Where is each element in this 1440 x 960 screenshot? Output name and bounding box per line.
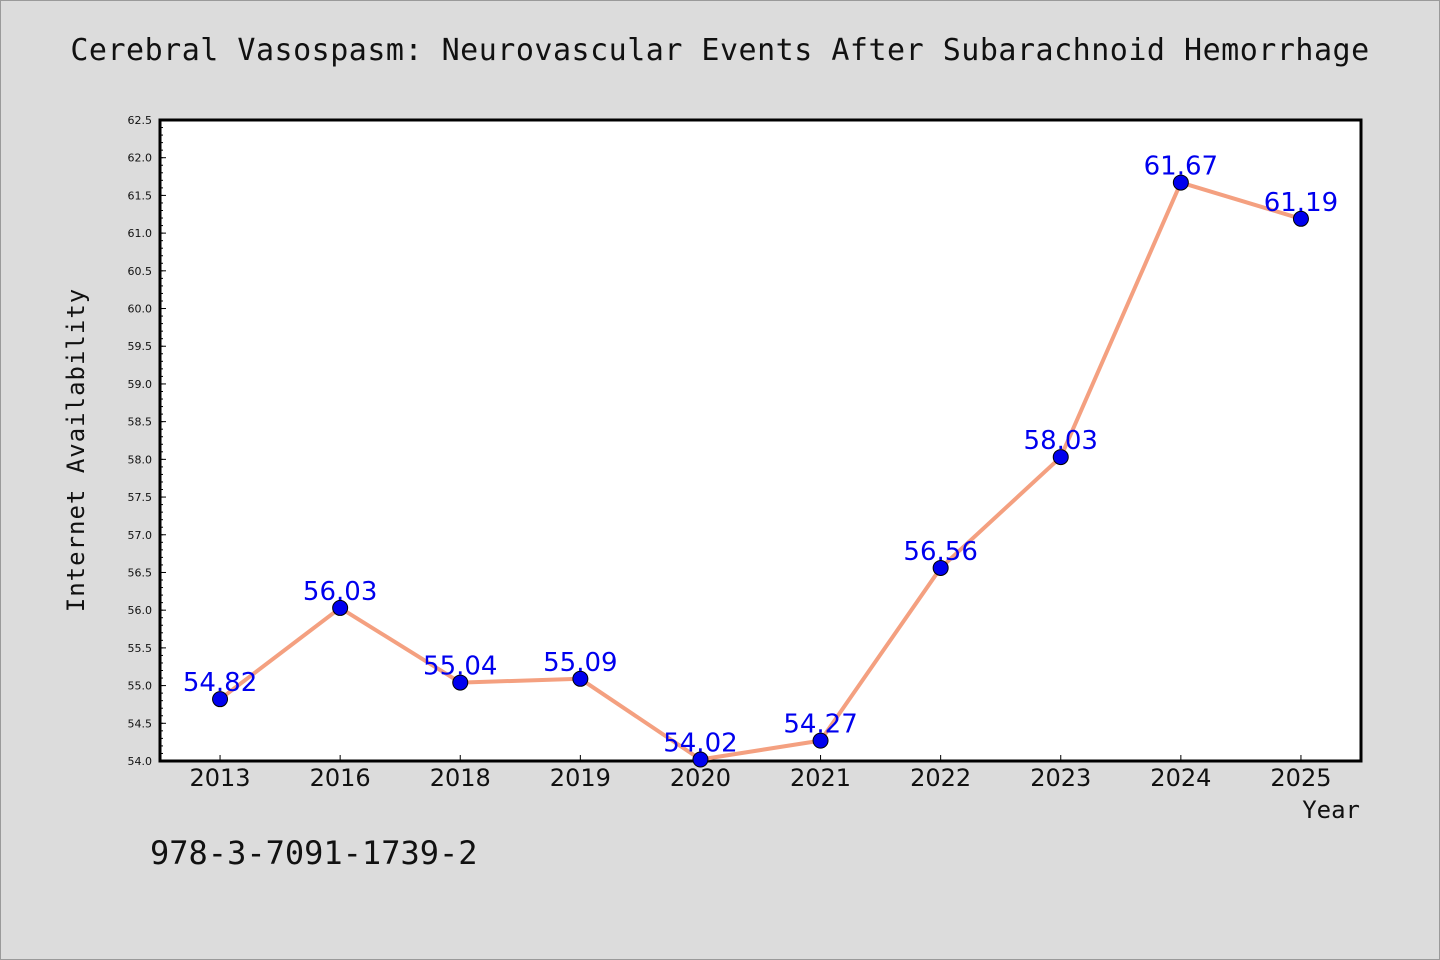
data-markers [212,174,1309,768]
data-label: 54.82 [183,668,257,698]
data-labels: 54.82 56.03 55.04 55.09 54.02 54.27 56.56 58.03… [183,152,1338,759]
x-tick-label: 2020 [670,764,731,792]
plot-area [158,118,1363,763]
data-point [1292,210,1309,227]
data-point [1052,449,1069,466]
y-tick-label: 56.0 [128,604,153,617]
x-tick-label: 2024 [1150,764,1211,792]
series-line [218,180,1302,762]
data-point [572,670,589,687]
data-point [932,559,949,576]
y-tick-label: 56.5 [128,566,153,579]
y-tick-label: 57.0 [128,529,153,542]
data-point [332,599,349,616]
x-tick-label: 2013 [190,764,251,792]
y-tick-label: 62.5 [128,114,153,127]
y-tick-label: 57.5 [128,491,153,504]
data-label: 61.19 [1264,188,1338,218]
x-tick-label: 2023 [1030,764,1091,792]
y-tick-label: 55.5 [128,642,153,655]
data-point [212,691,229,708]
y-axis-ticks: 54.0 54.5 55.0 55.5 56.0 56.5 57.0 57.5 58.0 58.5… [128,114,166,768]
chart-title: Cerebral Vasospasm: Neurovascular Events… [70,33,1370,68]
data-label: 56.56 [903,537,977,567]
data-point [1172,174,1189,191]
data-label: 58.03 [1024,426,1098,456]
x-axis-ticks: 2013 2016 2018 2019 2020 2021 2022 2023 2024 2025 [190,755,1331,792]
data-point [692,751,709,768]
x-axis-label: Year [1302,796,1360,824]
x-tick-label: 2016 [310,764,371,792]
x-tick-label: 2018 [430,764,491,792]
x-tick-label: 2019 [550,764,611,792]
x-tick-label: 2022 [910,764,971,792]
y-tick-label: 61.5 [128,189,153,202]
y-tick-label: 61.0 [128,227,153,240]
data-label: 56.03 [303,577,377,607]
y-tick-label: 58.5 [128,416,153,429]
data-label: 61.67 [1144,152,1218,182]
x-tick-label: 2025 [1270,764,1331,792]
data-point [812,732,829,749]
y-tick-label: 54.0 [128,755,153,768]
data-label: 54.02 [663,728,737,758]
y-tick-label: 60.0 [128,303,153,316]
y-tick-label: 62.0 [128,152,153,165]
data-label: 55.09 [543,648,617,678]
y-tick-label: 55.0 [128,680,153,693]
data-point [452,674,469,691]
y-tick-label: 59.0 [128,378,153,391]
y-tick-label: 59.5 [128,340,153,353]
x-tick-label: 2021 [790,764,851,792]
y-tick-label: 54.5 [128,717,153,730]
y-tick-label: 58.0 [128,453,153,466]
isbn-annotation: 978-3-7091-1739-2 [150,834,478,872]
data-label: 55.04 [423,652,497,682]
data-label: 54.27 [783,710,857,740]
y-tick-label: 60.5 [128,265,153,278]
